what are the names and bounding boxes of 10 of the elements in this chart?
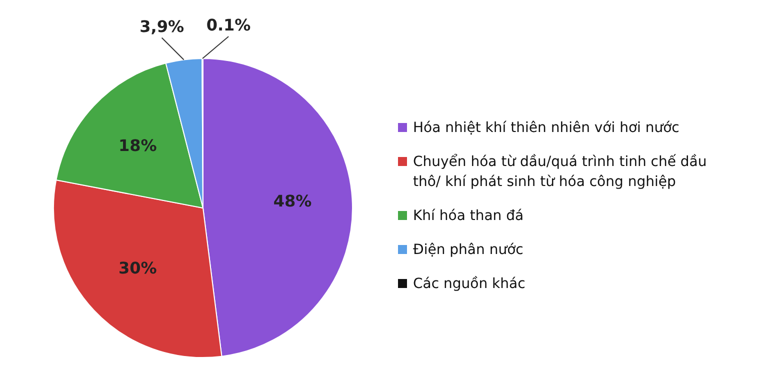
data-label: 30% [118, 258, 157, 278]
data-label: 18% [118, 136, 157, 155]
legend-label: Điện phân nước [413, 241, 524, 260]
data-label: 0.1% [206, 16, 251, 35]
legend-label: Chuyển hóa từ dầu/quá trình tinh chế dầu thô/ khí phát sinh từ hóa công nghiệp [413, 152, 708, 192]
legend-label: Hóa nhiệt khí thiên nhiên với hơi nước [413, 119, 680, 138]
data-label: 3,9% [140, 16, 184, 36]
data-label: 48% [273, 192, 312, 211]
legend-label: Khí hóa than đá [413, 207, 524, 226]
legend-label: Các nguồn khác [413, 275, 526, 294]
